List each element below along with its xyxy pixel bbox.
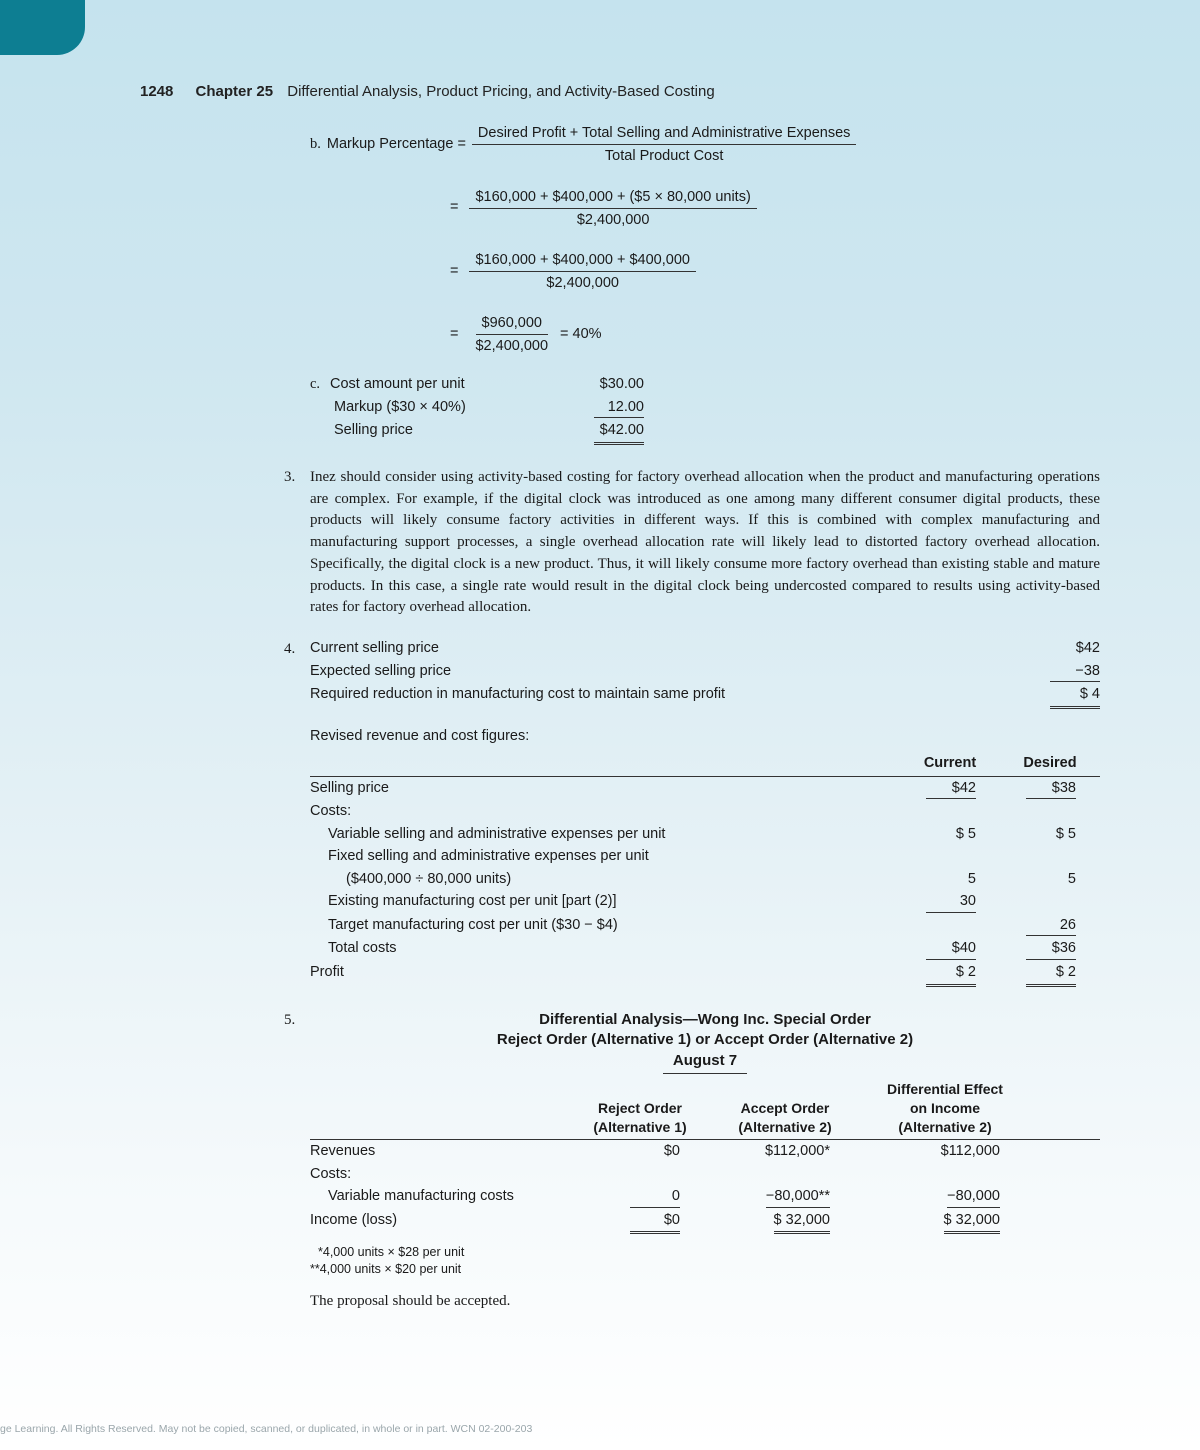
cell-value: −38: [1010, 662, 1100, 683]
table-row: Income (loss)$0$ 32,000$ 32,000: [310, 1209, 1100, 1236]
revised-table: Current Desired Selling price$42$38Costs…: [310, 754, 1100, 988]
footnotes: *4,000 units × $28 per unit **4,000 unit…: [310, 1244, 1100, 1278]
table-row: Variable manufacturing costs0−80,000**−8…: [310, 1186, 1100, 1210]
table-row: Selling price: [334, 421, 564, 445]
table-row: Revenues$0$112,000*$112,000: [310, 1140, 1100, 1163]
item-3-marker: 3.: [284, 467, 295, 487]
copyright-line: ge Learning. All Rights Reserved. May no…: [0, 1422, 532, 1436]
chapter-title: Differential Analysis, Product Pricing, …: [287, 83, 714, 100]
markup-label: Markup Percentage =: [327, 135, 466, 155]
cell-value: $ 4: [1010, 685, 1100, 709]
item-c: c.Cost amount per unit$30.00Markup ($30 …: [310, 375, 1100, 445]
table-row: ($400,000 ÷ 80,000 units)55: [310, 868, 1100, 891]
col-desired: Desired: [1000, 754, 1100, 774]
table-row: Current selling price: [310, 639, 1010, 659]
table-row: Selling price$42$38: [310, 777, 1100, 801]
table-row: Costs:: [310, 1163, 1100, 1186]
equals-icon: =: [450, 198, 458, 218]
fraction-4: $960,000 $2,400,000: [469, 314, 554, 355]
table-row: Fixed selling and administrative expense…: [310, 846, 1100, 869]
table-row: Markup ($30 × 40%): [334, 398, 564, 419]
page-tab: [0, 0, 85, 55]
table-row: Total costs$40$36: [310, 938, 1100, 962]
chapter-label: Chapter 25: [196, 83, 274, 100]
conclusion: The proposal should be accepted.: [310, 1291, 1100, 1313]
table-row: Expected selling price: [310, 662, 1010, 683]
table-row: Variable selling and administrative expe…: [310, 823, 1100, 846]
item-3: 3. Inez should consider using activity-b…: [282, 467, 1100, 619]
table-row: c.Cost amount per unit: [334, 375, 564, 395]
cell-value: $42.00: [564, 421, 674, 445]
running-header: 1248 Chapter 25 Differential Analysis, P…: [140, 82, 1100, 102]
page-number: 1248: [140, 83, 173, 100]
fraction-1: Desired Profit + Total Selling and Admin…: [472, 124, 857, 165]
page-body: 1248 Chapter 25 Differential Analysis, P…: [0, 0, 1200, 1369]
table-row: Target manufacturing cost per unit ($30 …: [310, 914, 1100, 938]
fraction-2: $160,000 + $400,000 + ($5 × 80,000 units…: [469, 188, 756, 229]
item-5-marker: 5.: [284, 1010, 295, 1030]
item-4-marker: 4.: [284, 639, 295, 659]
table-row: Costs:: [310, 801, 1100, 824]
equals-icon: =: [450, 262, 458, 282]
cell-value: 12.00: [564, 398, 674, 419]
table-row: Profit$ 2$ 2: [310, 962, 1100, 989]
diff-table-header: Reject Order (Alternative 1) Accept Orde…: [310, 1080, 1100, 1141]
item-5: 5. Differential Analysis—Wong Inc. Speci…: [282, 1010, 1100, 1313]
table-row: Required reduction in manufacturing cost…: [310, 685, 1010, 709]
item-b-marker: b.: [310, 135, 321, 155]
cell-value: $42: [1010, 639, 1100, 659]
cell-value: $30.00: [564, 375, 674, 395]
table-row: Existing manufacturing cost per unit [pa…: [310, 891, 1100, 915]
item-3-text: Inez should consider using activity-base…: [310, 467, 1100, 619]
formula-result: = 40%: [560, 325, 602, 345]
item-b: b. Markup Percentage = Desired Profit + …: [310, 120, 1100, 359]
item-4-subhead: Revised revenue and cost figures:: [310, 727, 1100, 747]
item-4: 4. Current selling price$42Expected sell…: [282, 639, 1100, 988]
equals-icon: =: [450, 325, 458, 345]
fraction-3: $160,000 + $400,000 + $400,000 $2,400,00…: [469, 251, 695, 292]
diff-title: Differential Analysis—Wong Inc. Special …: [310, 1010, 1100, 1074]
col-current: Current: [900, 754, 1000, 774]
